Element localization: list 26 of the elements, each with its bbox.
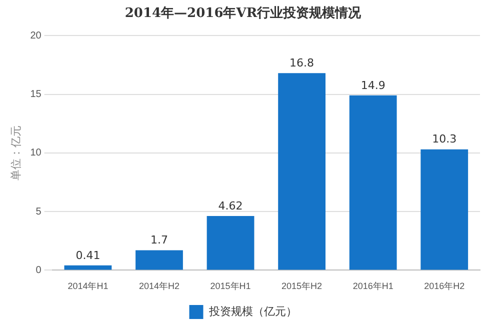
y-axis-title: 单位：亿元	[10, 125, 23, 180]
y-tick-label: 20	[30, 30, 42, 42]
data-label: 16.8	[290, 56, 314, 70]
x-tick-label: 2014年H2	[138, 281, 180, 292]
chart-title: 2014年—2016年VR行业投资规模情况	[124, 6, 362, 22]
data-label: 14.9	[360, 78, 386, 92]
y-tick-label: 10	[30, 148, 42, 159]
bar	[206, 216, 254, 270]
data-label: 0.41	[76, 248, 100, 262]
bar	[136, 250, 183, 270]
data-label: 10.3	[432, 132, 457, 146]
x-tick-label: 2015年H2	[282, 281, 322, 292]
x-tick-label: 2015年H1	[210, 281, 251, 292]
x-tick-label: 2016年H2	[424, 281, 465, 292]
y-tick-label: 15	[30, 89, 42, 100]
bar	[420, 149, 468, 270]
bar	[64, 265, 112, 270]
bar	[349, 95, 397, 270]
legend-label: 投资规模（亿元）	[208, 306, 297, 318]
x-tick-label: 2014年H1	[68, 281, 108, 292]
data-label: 4.62	[218, 199, 243, 212]
bar	[278, 73, 326, 270]
y-tick-label: 5	[36, 206, 42, 218]
data-label: 1.7	[150, 234, 168, 247]
y-tick-label: 0	[36, 264, 42, 276]
x-tick-label: 2016年H1	[352, 281, 394, 292]
